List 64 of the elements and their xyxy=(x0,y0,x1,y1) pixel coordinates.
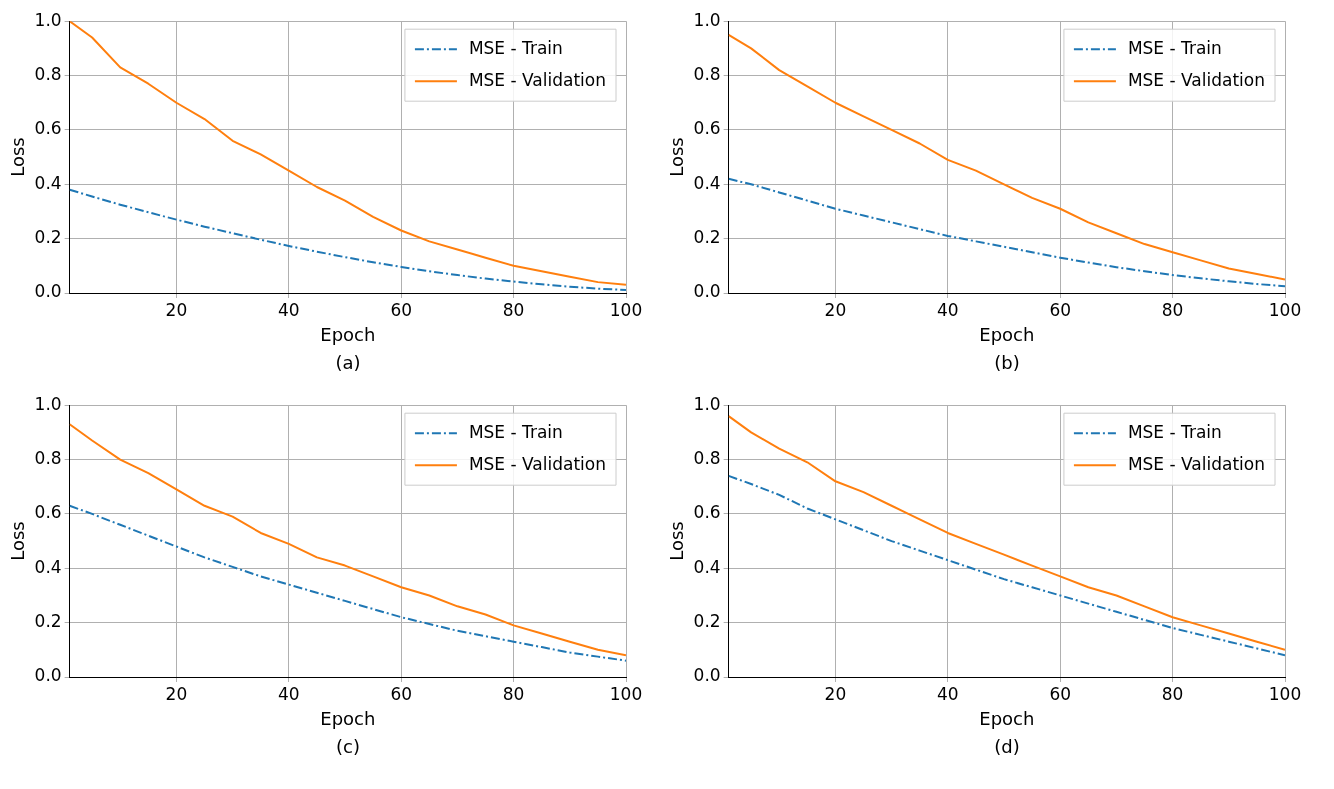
x-tick-label: 100 xyxy=(1268,683,1302,704)
x-tick-label: 80 xyxy=(502,299,525,320)
y-tick-label: 1.0 xyxy=(693,393,721,414)
x-tick-label: 20 xyxy=(824,683,847,704)
x-tick-label: 80 xyxy=(1161,299,1184,320)
y-tick-label: 0.0 xyxy=(34,281,62,302)
y-tick-label: 1.0 xyxy=(693,9,721,30)
y-tick-label: 0.2 xyxy=(34,227,62,248)
y-tick-label: 0.2 xyxy=(693,227,721,248)
y-tick-label: 0.8 xyxy=(34,447,62,468)
legend-label: MSE - Validation xyxy=(468,69,607,90)
x-axis-title: Epoch xyxy=(979,323,1035,345)
y-axis-title: Loss xyxy=(666,521,688,561)
x-axis-title: Epoch xyxy=(320,323,376,345)
legend-label: MSE - Train xyxy=(1127,421,1222,442)
x-tick-label: 100 xyxy=(609,683,643,704)
y-tick-label: 0.4 xyxy=(34,172,62,193)
legend-label: MSE - Validation xyxy=(1127,453,1266,474)
x-tick-label: 60 xyxy=(1049,299,1072,320)
y-tick-label: 0.2 xyxy=(693,611,721,632)
y-axis-title: Loss xyxy=(666,137,688,177)
x-tick-label: 40 xyxy=(277,683,300,704)
y-axis-title: Loss xyxy=(7,521,29,561)
y-tick-label: 0.6 xyxy=(693,502,721,523)
x-tick-label: 80 xyxy=(1161,683,1184,704)
x-tick-label: 60 xyxy=(390,299,413,320)
legend-label: MSE - Train xyxy=(468,421,563,442)
x-tick-label: 100 xyxy=(1268,299,1302,320)
text: (c) xyxy=(335,736,361,757)
y-tick-label: 0.6 xyxy=(693,118,721,139)
y-tick-label: 0.4 xyxy=(693,172,721,193)
x-tick-label: 60 xyxy=(390,683,413,704)
legend-label: MSE - Validation xyxy=(468,453,607,474)
text: (a) xyxy=(334,352,362,373)
x-tick-label: 60 xyxy=(1049,683,1072,704)
x-tick-label: 20 xyxy=(824,299,847,320)
x-tick-label: 20 xyxy=(165,299,188,320)
y-tick-label: 0.8 xyxy=(693,447,721,468)
y-axis-title: Loss xyxy=(7,137,29,177)
x-tick-label: 20 xyxy=(165,683,188,704)
y-tick-label: 1.0 xyxy=(34,393,62,414)
legend-label: MSE - Train xyxy=(468,37,563,58)
y-tick-label: 0.2 xyxy=(34,611,62,632)
y-tick-label: 0.8 xyxy=(693,63,721,84)
x-axis-title: Epoch xyxy=(979,707,1035,729)
y-tick-label: 0.4 xyxy=(693,556,721,577)
y-tick-label: 0.4 xyxy=(34,556,62,577)
x-tick-label: 80 xyxy=(502,683,525,704)
x-tick-label: 40 xyxy=(936,299,959,320)
legend-label: MSE - Validation xyxy=(1127,69,1266,90)
y-tick-label: 0.0 xyxy=(34,665,62,686)
y-tick-label: 1.0 xyxy=(34,9,62,30)
text: (d) xyxy=(993,736,1021,757)
y-tick-label: 0.0 xyxy=(693,281,721,302)
y-tick-label: 0.8 xyxy=(34,63,62,84)
x-tick-label: 40 xyxy=(277,299,300,320)
y-tick-label: 0.0 xyxy=(693,665,721,686)
y-tick-label: 0.6 xyxy=(34,502,62,523)
x-axis-title: Epoch xyxy=(320,707,376,729)
y-tick-label: 0.6 xyxy=(34,118,62,139)
x-tick-label: 100 xyxy=(609,299,643,320)
text: (b) xyxy=(993,352,1021,373)
legend-label: MSE - Train xyxy=(1127,37,1222,58)
x-tick-label: 40 xyxy=(936,683,959,704)
